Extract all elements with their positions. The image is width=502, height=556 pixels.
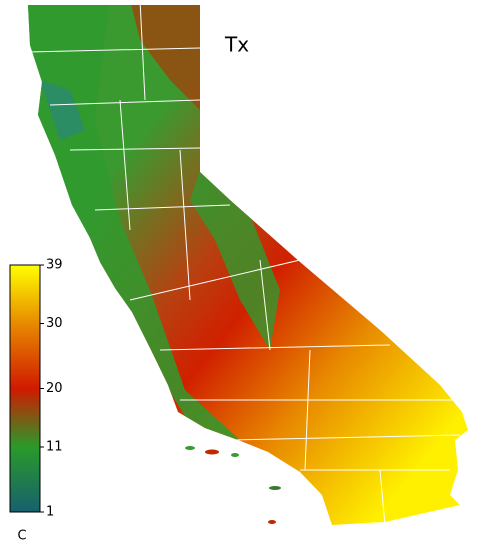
colorbar-tick-label: 30	[46, 316, 63, 331]
california	[28, 5, 468, 525]
colorbar-tick-label: 39	[46, 258, 63, 273]
island	[185, 446, 195, 450]
island	[268, 520, 276, 524]
island	[231, 453, 239, 457]
colorbar-tick-label: 1	[46, 505, 54, 520]
island	[205, 449, 219, 455]
map-title: Tx	[224, 33, 249, 57]
colorbar-unit: C	[17, 529, 26, 544]
colorbar	[9, 264, 41, 513]
island	[269, 486, 281, 490]
colorbar-tick-label: 20	[46, 381, 63, 396]
colorbar-tick-label: 11	[46, 440, 63, 455]
